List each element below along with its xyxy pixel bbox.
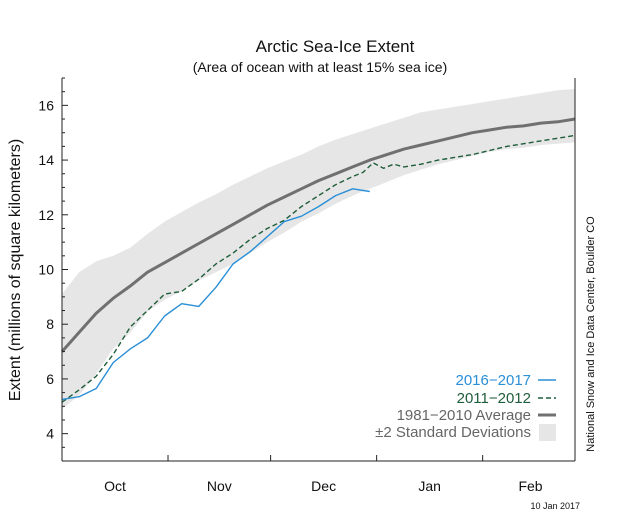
std-band-layer — [62, 88, 575, 410]
legend-label: ±2 Standard Deviations — [375, 424, 531, 441]
plot-area: 4 6 8 10 12 14 16 Oct Nov Dec Jan Feb 2016−20172011… — [38, 77, 576, 494]
y-axis-label: Extent (millions of square kilometers) — [7, 139, 24, 401]
y-tick-label: 10 — [38, 262, 54, 278]
series-line-3 — [61, 188, 370, 401]
y-tick-label: 16 — [38, 97, 54, 113]
chart-title: Arctic Sea-Ice Extent — [256, 37, 415, 56]
series-line-2 — [61, 134, 576, 403]
x-tick-label: Feb — [518, 478, 542, 494]
series-layer — [60, 117, 576, 403]
std-deviation-band — [62, 88, 575, 410]
y-tick-label: 8 — [46, 316, 54, 332]
x-tick-label: Jan — [418, 478, 441, 494]
axes-layer: 4 6 8 10 12 14 16 Oct Nov Dec Jan Feb — [38, 77, 576, 494]
x-tick-label: Dec — [311, 478, 336, 494]
y-tick-label: 14 — [38, 152, 54, 168]
x-tick-label: Nov — [207, 478, 232, 494]
x-tick-label: Oct — [104, 478, 126, 494]
legend-label: 2011−2012 — [457, 390, 531, 407]
y-tick-label: 6 — [46, 371, 54, 387]
source-credit: National Snow and Ice Data Center, Bould… — [585, 216, 597, 452]
y-tick-label: 12 — [38, 207, 54, 223]
series-line-1 — [60, 117, 576, 353]
date-stamp: 10 Jan 2017 — [530, 501, 580, 511]
legend-swatch-band — [539, 424, 556, 441]
y-tick-label: 4 — [46, 426, 54, 442]
chart-subtitle: (Area of ocean with at least 15% sea ice… — [193, 59, 447, 75]
legend-label: 1981−2010 Average — [397, 407, 531, 424]
legend-label: 2016−2017 — [456, 372, 532, 389]
